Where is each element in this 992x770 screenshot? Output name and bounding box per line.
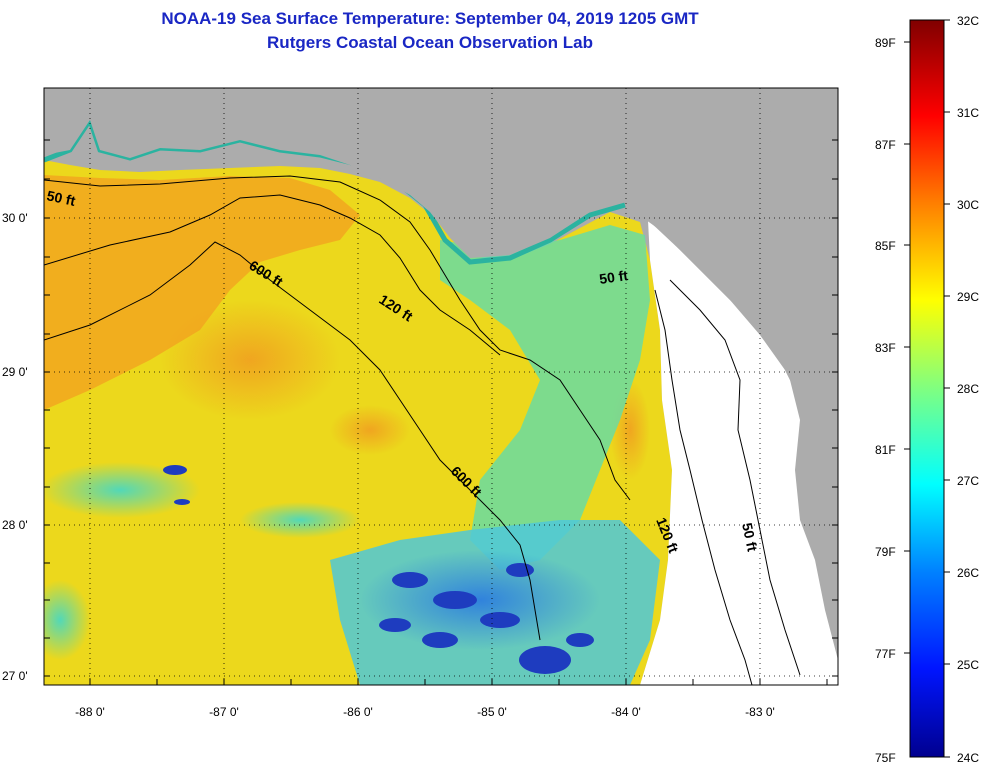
colorbar bbox=[909, 19, 945, 758]
lat-label-29: 29 0' bbox=[2, 365, 28, 379]
map-title: NOAA-19 Sea Surface Temperature: Septemb… bbox=[161, 9, 699, 28]
cb-label-85f: 85F bbox=[875, 239, 896, 253]
contour-label-50ft-south: 50 ft bbox=[739, 521, 761, 553]
cb-label-77f: 77F bbox=[875, 647, 896, 661]
lon-label-86: -86 0' bbox=[343, 705, 373, 719]
cb-label-26c: 26C bbox=[957, 566, 979, 580]
lat-label-30: 30 0' bbox=[2, 211, 28, 225]
cb-label-28c: 28C bbox=[957, 382, 979, 396]
cb-label-30c: 30C bbox=[957, 198, 979, 212]
axis-ticks bbox=[44, 139, 838, 685]
north-land bbox=[44, 88, 838, 258]
cb-label-29c: 29C bbox=[957, 290, 979, 304]
cb-label-89f: 89F bbox=[875, 36, 896, 50]
lon-label-83: -83 0' bbox=[745, 705, 775, 719]
cb-label-31c: 31C bbox=[957, 106, 979, 120]
cool-region-east bbox=[440, 225, 650, 570]
lon-label-84: -84 0' bbox=[611, 705, 641, 719]
contour-label-50ft-east: 50 ft bbox=[598, 267, 629, 287]
map-subtitle: Rutgers Coastal Ocean Observation Lab bbox=[267, 33, 593, 52]
contour-label-50ft-west: 50 ft bbox=[45, 187, 77, 209]
lon-label-88: -88 0' bbox=[75, 705, 105, 719]
cb-label-27c: 27C bbox=[957, 474, 979, 488]
florida-land bbox=[625, 88, 838, 610]
cb-label-81f: 81F bbox=[875, 443, 896, 457]
cb-label-75f: 75F bbox=[875, 751, 896, 765]
plot-frame bbox=[43, 87, 839, 686]
lon-label-87: -87 0' bbox=[209, 705, 239, 719]
cb-label-32c: 32C bbox=[957, 14, 979, 28]
cb-label-79f: 79F bbox=[875, 545, 896, 559]
bathymetry-contours bbox=[44, 175, 801, 685]
no-data-region bbox=[640, 220, 838, 685]
cb-label-25c: 25C bbox=[957, 658, 979, 672]
cb-label-24c: 24C bbox=[957, 751, 979, 765]
lat-label-28: 28 0' bbox=[2, 518, 28, 532]
colorbar-ticks bbox=[904, 19, 950, 758]
cb-label-83f: 83F bbox=[875, 341, 896, 355]
lon-label-85: -85 0' bbox=[477, 705, 507, 719]
cb-label-87f: 87F bbox=[875, 138, 896, 152]
lat-label-27: 27 0' bbox=[2, 669, 28, 683]
warm-band bbox=[44, 175, 360, 410]
